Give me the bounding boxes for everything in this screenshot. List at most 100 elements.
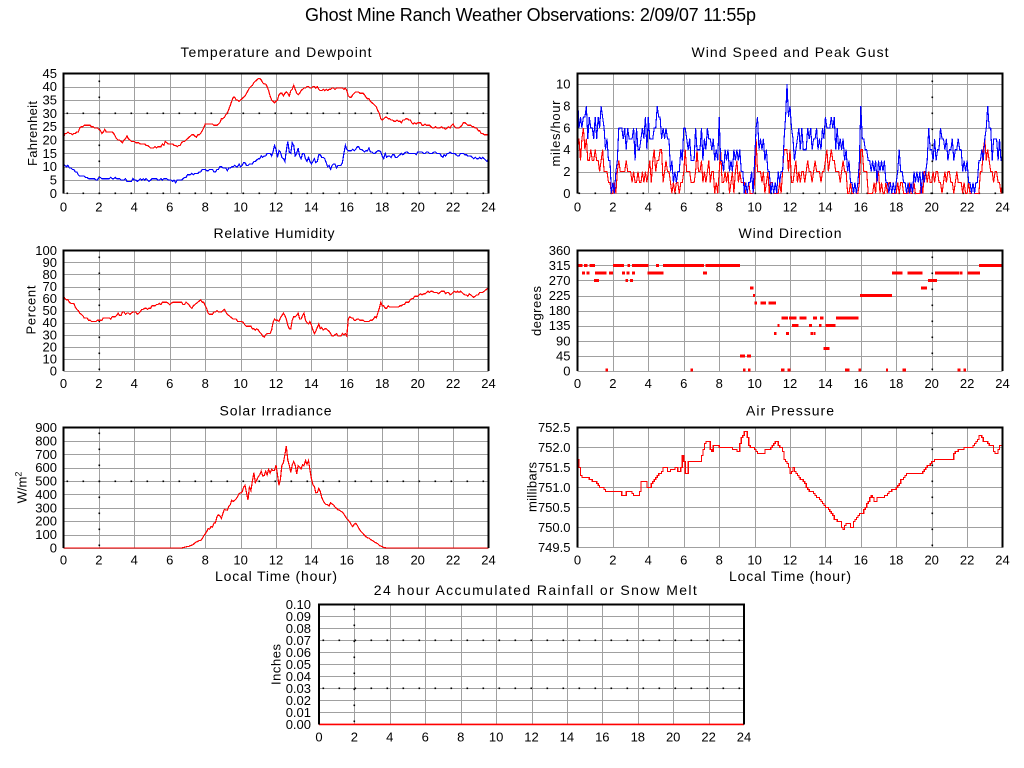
svg-text:Temperature and Dewpoint: Temperature and Dewpoint bbox=[181, 44, 372, 60]
svg-text:10: 10 bbox=[747, 200, 761, 215]
svg-text:300: 300 bbox=[35, 500, 57, 515]
svg-text:90: 90 bbox=[43, 255, 57, 270]
svg-text:12: 12 bbox=[783, 376, 797, 391]
svg-text:0.05: 0.05 bbox=[286, 657, 311, 672]
svg-text:0: 0 bbox=[563, 186, 570, 201]
svg-text:2: 2 bbox=[351, 730, 358, 745]
svg-text:6: 6 bbox=[680, 376, 687, 391]
svg-text:0.06: 0.06 bbox=[286, 645, 311, 660]
svg-text:751.5: 751.5 bbox=[538, 460, 571, 475]
svg-text:24: 24 bbox=[481, 200, 495, 215]
svg-text:24: 24 bbox=[481, 553, 495, 568]
svg-text:22: 22 bbox=[446, 376, 460, 391]
svg-text:8: 8 bbox=[716, 553, 723, 568]
svg-text:20: 20 bbox=[666, 730, 680, 745]
svg-text:8: 8 bbox=[202, 553, 209, 568]
svg-text:Solar Irradiance: Solar Irradiance bbox=[220, 403, 332, 419]
svg-text:16: 16 bbox=[595, 730, 609, 745]
svg-text:4: 4 bbox=[645, 200, 652, 215]
svg-text:W/m2: W/m2 bbox=[14, 472, 30, 504]
svg-text:0: 0 bbox=[574, 553, 581, 568]
svg-text:800: 800 bbox=[35, 433, 57, 448]
svg-text:12: 12 bbox=[269, 553, 283, 568]
svg-text:10: 10 bbox=[233, 200, 247, 215]
svg-text:12: 12 bbox=[269, 376, 283, 391]
svg-text:751.0: 751.0 bbox=[538, 480, 571, 495]
svg-text:90: 90 bbox=[556, 333, 570, 348]
svg-text:40: 40 bbox=[43, 315, 57, 330]
svg-text:700: 700 bbox=[35, 447, 57, 462]
svg-text:10: 10 bbox=[556, 77, 570, 92]
svg-text:200: 200 bbox=[35, 514, 57, 529]
svg-text:24: 24 bbox=[995, 200, 1009, 215]
svg-text:24: 24 bbox=[737, 730, 751, 745]
svg-text:2: 2 bbox=[95, 553, 102, 568]
svg-text:12: 12 bbox=[783, 553, 797, 568]
svg-text:4: 4 bbox=[131, 376, 138, 391]
svg-text:752.5: 752.5 bbox=[538, 420, 571, 435]
svg-text:24: 24 bbox=[481, 376, 495, 391]
svg-text:15: 15 bbox=[43, 146, 57, 161]
svg-text:0.01: 0.01 bbox=[286, 705, 311, 720]
svg-text:14: 14 bbox=[304, 376, 318, 391]
svg-text:20: 20 bbox=[410, 553, 424, 568]
svg-text:18: 18 bbox=[375, 553, 389, 568]
svg-text:0.10: 0.10 bbox=[286, 597, 311, 612]
svg-text:0: 0 bbox=[60, 376, 67, 391]
svg-text:0: 0 bbox=[50, 364, 57, 379]
svg-text:0: 0 bbox=[574, 376, 581, 391]
svg-text:135: 135 bbox=[549, 318, 571, 333]
svg-text:0.08: 0.08 bbox=[286, 621, 311, 636]
svg-text:10: 10 bbox=[489, 730, 503, 745]
svg-text:20: 20 bbox=[410, 376, 424, 391]
svg-text:752.0: 752.0 bbox=[538, 440, 571, 455]
svg-text:2: 2 bbox=[609, 200, 616, 215]
svg-text:40: 40 bbox=[43, 79, 57, 94]
svg-text:Local Time (hour): Local Time (hour) bbox=[215, 568, 337, 584]
svg-text:8: 8 bbox=[202, 376, 209, 391]
svg-text:22: 22 bbox=[446, 553, 460, 568]
svg-text:10: 10 bbox=[233, 376, 247, 391]
svg-text:5: 5 bbox=[50, 173, 57, 188]
svg-text:20: 20 bbox=[43, 339, 57, 354]
svg-text:18: 18 bbox=[375, 200, 389, 215]
svg-text:80: 80 bbox=[43, 267, 57, 282]
svg-text:500: 500 bbox=[35, 474, 57, 489]
svg-text:0: 0 bbox=[60, 200, 67, 215]
svg-text:Fahrenheit: Fahrenheit bbox=[25, 101, 40, 166]
svg-text:4: 4 bbox=[645, 553, 652, 568]
svg-text:0.03: 0.03 bbox=[286, 681, 311, 696]
svg-text:16: 16 bbox=[340, 376, 354, 391]
svg-text:100: 100 bbox=[35, 527, 57, 542]
svg-text:20: 20 bbox=[924, 553, 938, 568]
svg-text:14: 14 bbox=[818, 376, 832, 391]
svg-text:degrees: degrees bbox=[529, 286, 544, 337]
svg-text:4: 4 bbox=[131, 200, 138, 215]
svg-text:18: 18 bbox=[889, 376, 903, 391]
svg-text:10: 10 bbox=[747, 553, 761, 568]
svg-text:22: 22 bbox=[960, 376, 974, 391]
svg-text:12: 12 bbox=[269, 200, 283, 215]
svg-text:16: 16 bbox=[854, 200, 868, 215]
svg-text:2: 2 bbox=[563, 164, 570, 179]
svg-text:6: 6 bbox=[166, 200, 173, 215]
svg-text:14: 14 bbox=[818, 200, 832, 215]
svg-text:18: 18 bbox=[889, 200, 903, 215]
svg-text:315: 315 bbox=[549, 258, 571, 273]
svg-text:4: 4 bbox=[645, 376, 652, 391]
svg-text:8: 8 bbox=[716, 200, 723, 215]
svg-text:360: 360 bbox=[549, 243, 571, 258]
svg-text:20: 20 bbox=[410, 200, 424, 215]
svg-text:14: 14 bbox=[304, 200, 318, 215]
svg-text:2: 2 bbox=[609, 376, 616, 391]
svg-text:30: 30 bbox=[43, 327, 57, 342]
svg-text:6: 6 bbox=[166, 553, 173, 568]
svg-text:4: 4 bbox=[131, 553, 138, 568]
svg-text:14: 14 bbox=[818, 553, 832, 568]
svg-text:6: 6 bbox=[166, 376, 173, 391]
svg-text:18: 18 bbox=[631, 730, 645, 745]
svg-text:45: 45 bbox=[556, 348, 570, 363]
svg-text:0: 0 bbox=[574, 200, 581, 215]
svg-text:Inches: Inches bbox=[269, 644, 284, 686]
svg-text:18: 18 bbox=[889, 553, 903, 568]
